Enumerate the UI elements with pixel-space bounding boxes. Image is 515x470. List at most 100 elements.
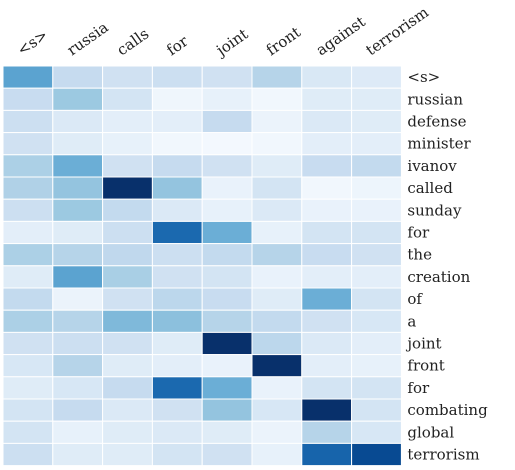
heatmap-cell xyxy=(251,398,303,422)
heatmap-cell xyxy=(2,220,54,245)
heatmap-cell xyxy=(2,287,54,311)
heatmap-cell xyxy=(201,87,253,111)
heatmap-cell xyxy=(151,287,203,311)
heatmap-cell xyxy=(102,398,153,422)
heatmap-cell xyxy=(251,65,303,89)
y-tick-label: creation xyxy=(407,268,470,286)
heatmap-cell xyxy=(151,309,203,333)
heatmap-cell xyxy=(52,376,104,400)
heatmap-cell xyxy=(201,176,253,200)
heatmap-cell xyxy=(52,331,104,356)
heatmap-cell xyxy=(102,442,153,467)
heatmap-cell xyxy=(251,132,303,156)
heatmap-cell xyxy=(151,87,203,111)
heatmap-cell xyxy=(2,398,54,422)
heatmap-cell xyxy=(2,109,54,134)
x-tick-label: calls xyxy=(113,25,152,60)
heatmap-cell xyxy=(251,220,303,245)
heatmap-cell xyxy=(52,198,104,222)
heatmap-cell xyxy=(301,287,353,311)
heatmap-cell xyxy=(201,132,253,156)
heatmap-cell xyxy=(301,132,353,156)
heatmap-cell xyxy=(201,398,253,422)
heatmap-cell xyxy=(151,243,203,267)
heatmap-cell xyxy=(251,309,303,333)
y-tick-label: sunday xyxy=(407,201,462,219)
heatmap-cell xyxy=(201,265,253,289)
heatmap-cell xyxy=(301,176,353,200)
heatmap-cell xyxy=(201,198,253,222)
heatmap-cell xyxy=(102,309,153,333)
y-tick-label: for xyxy=(407,224,430,242)
heatmap-cell xyxy=(102,354,153,378)
heatmap-cell xyxy=(351,398,402,422)
heatmap-cell xyxy=(102,331,153,356)
heatmap-cell xyxy=(102,376,153,400)
heatmap-cell xyxy=(351,154,402,178)
heatmap-cell xyxy=(201,354,253,378)
heatmap-cell xyxy=(351,132,402,156)
y-tick-label: called xyxy=(407,179,453,197)
heatmap-cell xyxy=(52,132,104,156)
heatmap-cell xyxy=(351,265,402,289)
heatmap-cell xyxy=(351,376,402,400)
heatmap-cell xyxy=(2,442,54,467)
y-tick-label: the xyxy=(407,246,432,264)
heatmap-cell xyxy=(251,198,303,222)
heatmap-cell xyxy=(301,331,353,356)
heatmap-cell xyxy=(2,265,54,289)
heatmap-cell xyxy=(351,331,402,356)
heatmap-cell xyxy=(52,109,104,134)
y-tick-label: for xyxy=(407,379,430,397)
heatmap-cell xyxy=(201,65,253,89)
heatmap-cell xyxy=(201,243,253,267)
heatmap-cell xyxy=(102,109,153,134)
heatmap-cell xyxy=(2,420,54,444)
heatmap-cell xyxy=(301,420,353,444)
heatmap-cell xyxy=(301,354,353,378)
heatmap-cell xyxy=(201,154,253,178)
heatmap-cell xyxy=(301,309,353,333)
heatmap-cell xyxy=(151,354,203,378)
x-tick-label: terrorism xyxy=(362,3,431,59)
heatmap-cell xyxy=(301,87,353,111)
heatmap-cell xyxy=(351,442,402,467)
heatmap-cell xyxy=(52,154,104,178)
heatmap-cell xyxy=(351,87,402,111)
heatmap-cell xyxy=(201,287,253,311)
heatmap-cell xyxy=(151,198,203,222)
y-tick-label: a xyxy=(407,312,416,330)
heatmap-cell xyxy=(2,309,54,333)
heatmap-cell xyxy=(251,243,303,267)
heatmap-cell xyxy=(151,265,203,289)
heatmap-cell xyxy=(151,398,203,422)
heatmap-cell xyxy=(201,109,253,134)
heatmap-cell xyxy=(201,376,253,400)
heatmap-cell xyxy=(251,442,303,467)
heatmap-cell xyxy=(102,220,153,245)
heatmap-cell xyxy=(151,176,203,200)
heatmap-cell xyxy=(351,109,402,134)
heatmap-cell xyxy=(52,420,104,444)
heatmap-cell xyxy=(2,87,54,111)
heatmap-cell xyxy=(151,109,203,134)
heatmap-cell xyxy=(351,198,402,222)
heatmap-cell xyxy=(151,132,203,156)
y-tick-label: defense xyxy=(407,113,466,131)
heatmap-cell xyxy=(251,376,303,400)
heatmap-cell xyxy=(301,220,353,245)
y-tick-label: joint xyxy=(405,335,441,353)
heatmap-cell xyxy=(351,354,402,378)
y-tick-label: combating xyxy=(407,401,488,419)
heatmap-cell xyxy=(2,154,54,178)
heatmap-cell xyxy=(52,176,104,200)
heatmap-cell xyxy=(102,265,153,289)
heatmap-cell xyxy=(251,287,303,311)
heatmap-cell xyxy=(102,154,153,178)
heatmap-cells xyxy=(2,65,402,467)
heatmap-cell xyxy=(52,442,104,467)
heatmap-cell xyxy=(2,354,54,378)
heatmap-cell xyxy=(2,132,54,156)
heatmap-cell xyxy=(301,154,353,178)
